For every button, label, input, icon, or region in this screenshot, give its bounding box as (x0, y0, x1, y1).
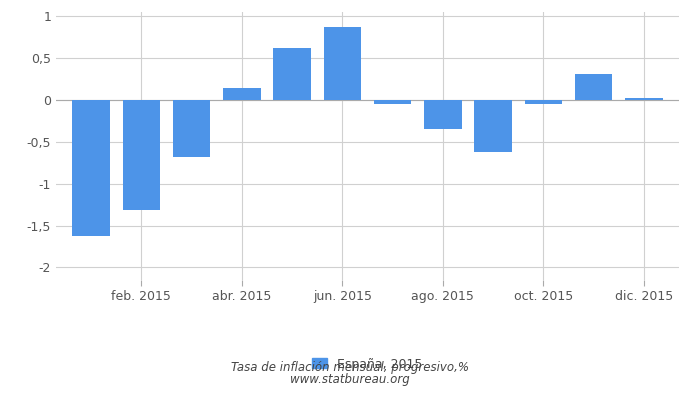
Legend: España, 2015: España, 2015 (307, 352, 428, 376)
Bar (625, 98, 663, 100)
Bar (323, 27, 361, 100)
Bar (374, 100, 412, 104)
Bar (223, 88, 260, 100)
Text: www.statbureau.org: www.statbureau.org (290, 373, 410, 386)
Bar (424, 100, 462, 129)
Bar (273, 48, 311, 100)
Bar (173, 100, 211, 157)
Bar (475, 100, 512, 152)
Bar (122, 100, 160, 210)
Bar (575, 74, 612, 100)
Bar (524, 100, 562, 104)
Text: Tasa de inflación mensual, progresivo,%: Tasa de inflación mensual, progresivo,% (231, 361, 469, 374)
Bar (72, 100, 110, 236)
